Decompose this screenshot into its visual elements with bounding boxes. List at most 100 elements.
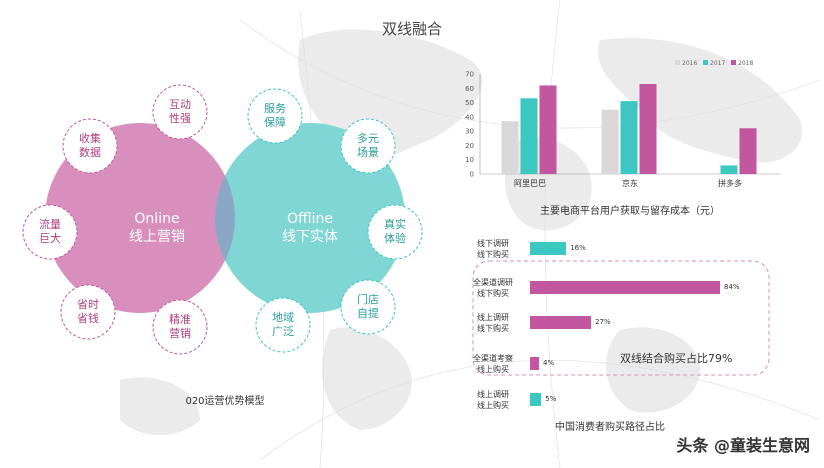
- combined-annotation: 双线结合购买占比79%: [620, 352, 733, 365]
- legend-label: 2018: [738, 60, 753, 67]
- right-petal-label: 服务 保障: [245, 102, 305, 130]
- bar-2016-1: [601, 109, 619, 174]
- hbar-category-label: 线上调研 线上购买: [458, 389, 528, 411]
- hbar-1: [530, 281, 720, 294]
- hbar-value-label: 84%: [724, 283, 740, 291]
- right-petal-label: 真实 体验: [365, 218, 425, 246]
- petal-line-1: 服务: [264, 102, 286, 115]
- hbar-category-line-2: 线上购买: [477, 401, 509, 410]
- right-petal-circle: [255, 297, 311, 353]
- hbar-chart-title: 中国消费者购买路径占比: [555, 422, 665, 433]
- watermark: 头条 @童装生意网: [676, 436, 810, 455]
- petal-line-1: 地域: [272, 311, 294, 324]
- hbar-category-line-1: 线上调研: [477, 390, 509, 399]
- y-tick-label: 30: [465, 128, 474, 136]
- left-petal-circle: [62, 118, 118, 174]
- hbar-2: [530, 316, 592, 329]
- hbar-category-label: 全渠道调研 线下购买: [458, 277, 528, 299]
- acquisition-cost-bar-chart: 0 10 20 30 40 50 60 70 阿里巴巴 京东 拼多多 2016 2017 2018: [465, 60, 780, 188]
- petal-line-2: 巨大: [39, 232, 61, 245]
- venn-diagram: [22, 84, 423, 355]
- right-petal-label: 多元 场景: [338, 132, 398, 160]
- legend-swatch: [731, 60, 736, 65]
- legend-swatch: [703, 60, 708, 65]
- petal-line-2: 自提: [357, 307, 379, 320]
- bar-chart-title: 主要电商平台用户获取与留存成本（元）: [540, 206, 720, 217]
- left-petal-label: 流量 巨大: [20, 218, 80, 246]
- left-petal-circle: [22, 204, 78, 260]
- left-petal-label: 省时 省钱: [58, 298, 118, 326]
- right-petal-label: 门店 自提: [338, 293, 398, 321]
- bar-2016-0: [501, 121, 519, 174]
- petal-line-2: 性强: [169, 112, 191, 125]
- left-petal-label: 互动 性强: [150, 98, 210, 126]
- y-tick-label: 70: [465, 71, 474, 79]
- petal-line-1: 互动: [169, 98, 191, 111]
- y-tick-label: 10: [465, 156, 474, 164]
- right-petal-circle: [247, 88, 303, 144]
- x-category-label: 拼多多: [718, 178, 742, 188]
- y-tick-label: 60: [465, 85, 474, 93]
- hbar-category-line-2: 线下购买: [477, 324, 509, 333]
- petal-line-1: 收集: [79, 132, 101, 145]
- petal-line-2: 体验: [384, 232, 406, 245]
- hbar-category-line-1: 线下调研: [477, 239, 509, 248]
- petal-line-1: 精准: [169, 313, 191, 326]
- bar-2017-0: [520, 98, 538, 174]
- bar-2018-0: [539, 85, 557, 174]
- hbar-value-label: 16%: [570, 244, 586, 252]
- left-petal-circle: [60, 284, 116, 340]
- y-tick-label: 40: [465, 113, 474, 121]
- y-tick-label: 0: [470, 171, 474, 179]
- venn-caption: 020运营优势模型: [185, 396, 265, 407]
- hbar-category-line-1: 线上调研: [477, 313, 509, 322]
- petal-line-1: 流量: [39, 218, 61, 231]
- right-petal-circle: [340, 279, 396, 335]
- legend-swatch: [675, 60, 680, 65]
- offline-label-en: Offline: [287, 211, 333, 227]
- highlight-frame: [472, 260, 770, 376]
- hbar-category-line-2: 线下购买: [477, 289, 509, 298]
- petal-line-2: 保障: [264, 116, 286, 129]
- hbar-category-line-2: 线上购买: [477, 365, 509, 374]
- petal-line-1: 门店: [357, 293, 379, 306]
- online-label-zh: 线上营销: [129, 229, 185, 245]
- hbar-category-label: 全渠道考察 线上购买: [458, 353, 528, 375]
- y-tick-label: 20: [465, 142, 474, 150]
- bar-2018-2: [739, 128, 757, 174]
- x-category-label: 京东: [622, 178, 638, 188]
- online-label: Online 线上营销: [97, 210, 217, 246]
- right-petal-label: 地域 广泛: [253, 311, 313, 339]
- petal-line-2: 数据: [79, 146, 101, 159]
- right-petal-circle: [340, 118, 396, 174]
- hbar-0: [530, 242, 567, 255]
- bar-2017-2: [720, 165, 738, 174]
- page-title: 双线融合: [381, 20, 442, 38]
- purchase-path-bar-chart: 线下调研 线下购买 16% 全渠道调研 线下购买 84% 线上调研 线下购买 27% 全渠道考察线…: [470, 222, 810, 412]
- left-petal-circle: [152, 84, 208, 140]
- petal-line-1: 多元: [357, 132, 379, 145]
- hbar-3: [530, 357, 540, 370]
- hbar-category-line-1: 全渠道调研: [473, 278, 513, 287]
- left-petal-label: 收集 数据: [60, 132, 120, 160]
- left-petal-circle: [152, 299, 208, 355]
- bar-2017-1: [620, 101, 638, 174]
- petal-line-2: 场景: [357, 146, 379, 159]
- petal-line-1: 省时: [77, 298, 99, 311]
- petal-line-2: 广泛: [272, 325, 294, 338]
- online-label-en: Online: [134, 211, 180, 227]
- hbar-value-label: 5%: [545, 395, 557, 403]
- hbar-category-line-2: 线下购买: [477, 250, 509, 259]
- petal-line-2: 营销: [169, 327, 191, 340]
- offline-label: Offline 线下实体: [250, 210, 370, 246]
- left-petal-label: 精准 营销: [150, 313, 210, 341]
- hbar-category-label: 线下调研 线下购买: [458, 238, 528, 260]
- hbar-category-line-1: 全渠道考察: [473, 354, 513, 363]
- hbar-value-label: 4%: [543, 359, 555, 367]
- hbar-value-label: 27%: [595, 318, 611, 326]
- offline-label-zh: 线下实体: [282, 229, 338, 245]
- right-petal-circle: [367, 204, 423, 260]
- bar-2018-1: [639, 84, 657, 174]
- legend-label: 2017: [710, 60, 725, 67]
- hbar-category-label: 线上调研 线下购买: [458, 312, 528, 334]
